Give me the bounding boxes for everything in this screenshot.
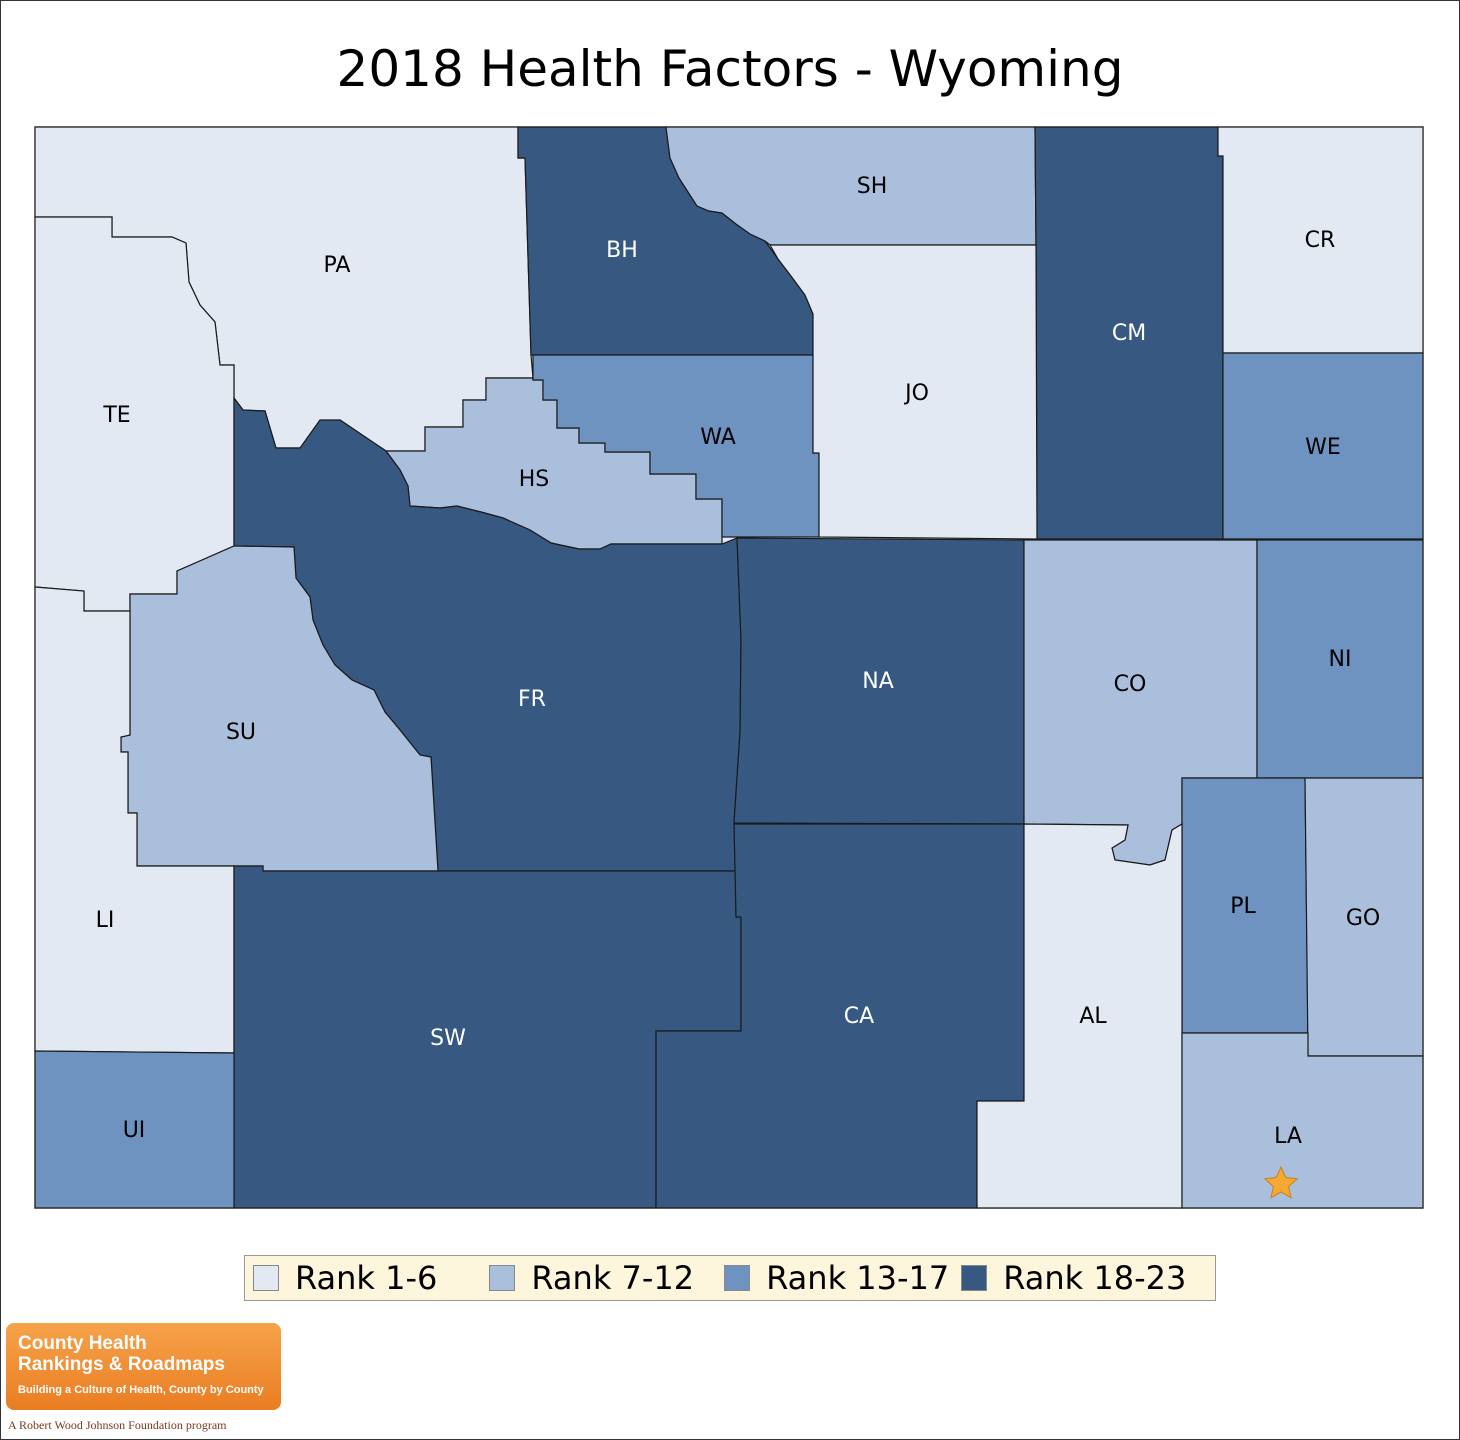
legend-swatch xyxy=(961,1265,988,1291)
star-icon xyxy=(1263,1165,1299,1199)
county-we[interactable] xyxy=(1222,352,1424,540)
county-label-wa: WA xyxy=(700,425,736,450)
county-label-su: SU xyxy=(226,720,256,745)
logo-title: County Health Rankings & Roadmaps xyxy=(18,1333,225,1375)
map-legend: Rank 1-6 Rank 7-12 Rank 13-17 Rank 18-23 xyxy=(244,1255,1216,1301)
county-label-ca: CA xyxy=(844,1004,874,1029)
logo-tagline: Building a Culture of Health, County by … xyxy=(18,1384,264,1396)
chr-logo-badge[interactable]: County Health Rankings & Roadmaps Buildi… xyxy=(6,1323,281,1410)
legend-item-rank-13-17: Rank 13-17 xyxy=(724,1259,949,1297)
legend-swatch xyxy=(489,1265,516,1291)
legend-label: Rank 13-17 xyxy=(766,1259,950,1297)
county-label-sh: SH xyxy=(857,174,888,199)
legend-label: Rank 18-23 xyxy=(1003,1259,1187,1297)
county-label-cr: CR xyxy=(1305,228,1336,253)
county-label-fr: FR xyxy=(518,687,546,712)
county-label-ni: NI xyxy=(1329,647,1352,672)
county-label-la: LA xyxy=(1274,1124,1302,1149)
county-label-we: WE xyxy=(1305,435,1341,460)
county-label-na: NA xyxy=(862,669,894,694)
county-label-jo: JO xyxy=(903,381,929,406)
legend-item-rank-7-12: Rank 7-12 xyxy=(489,1259,694,1297)
county-label-go: GO xyxy=(1346,906,1380,931)
logo-line-1: County Health xyxy=(18,1333,147,1354)
county-jo[interactable] xyxy=(768,244,1038,540)
map-title: 2018 Health Factors - Wyoming xyxy=(336,40,1124,98)
county-label-sw: SW xyxy=(430,1026,466,1051)
legend-item-rank-1-6: Rank 1-6 xyxy=(253,1259,437,1297)
logo-line-2: Rankings & Roadmaps xyxy=(18,1354,225,1375)
legend-label: Rank 7-12 xyxy=(531,1259,695,1297)
county-ui[interactable] xyxy=(34,1050,235,1209)
legend-item-rank-18-23: Rank 18-23 xyxy=(961,1259,1186,1297)
rwjf-credit: A Robert Wood Johnson Foundation program xyxy=(8,1418,227,1432)
county-label-al: AL xyxy=(1079,1004,1107,1029)
county-label-pl: PL xyxy=(1230,894,1256,919)
county-label-te: TE xyxy=(102,403,130,428)
county-label-cm: CM xyxy=(1112,321,1146,346)
county-label-hs: HS xyxy=(519,467,550,492)
county-al[interactable] xyxy=(976,822,1183,1209)
county-la[interactable] xyxy=(1181,1032,1424,1209)
county-label-co: CO xyxy=(1114,672,1147,697)
county-label-ui: UI xyxy=(123,1118,146,1143)
county-label-pa: PA xyxy=(324,253,351,278)
county-label-bh: BH xyxy=(606,238,638,263)
legend-swatch xyxy=(724,1265,751,1291)
legend-swatch xyxy=(253,1265,279,1291)
legend-label: Rank 1-6 xyxy=(295,1259,438,1297)
county-label-li: LI xyxy=(96,908,115,933)
